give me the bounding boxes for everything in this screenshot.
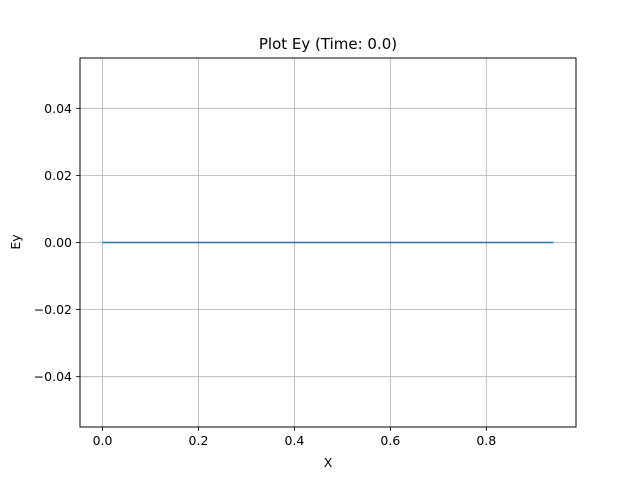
x-tick-label: 0.6: [380, 433, 400, 448]
chart-title: Plot Ey (Time: 0.0): [259, 35, 397, 53]
y-tick-label: 0.00: [44, 235, 72, 250]
x-tick-label: 0.0: [93, 433, 113, 448]
y-tick-label: 0.02: [44, 168, 72, 183]
x-axis-label: X: [324, 455, 333, 470]
y-tick-label: 0.04: [44, 101, 72, 116]
y-axis-ticks: −0.04 −0.02 0.00 0.02 0.04: [34, 101, 80, 384]
y-axis-label: Ey: [8, 234, 23, 250]
x-axis-ticks: 0.0 0.2 0.4 0.6 0.8: [93, 427, 496, 448]
x-tick-label: 0.2: [189, 433, 209, 448]
y-tick-label: −0.04: [34, 369, 72, 384]
y-tick-label: −0.02: [34, 302, 72, 317]
x-tick-label: 0.8: [476, 433, 496, 448]
x-tick-label: 0.4: [284, 433, 304, 448]
